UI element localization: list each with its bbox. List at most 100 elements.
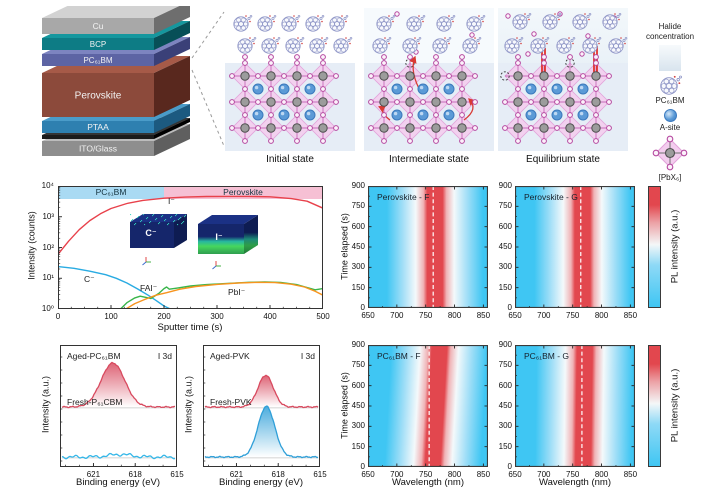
- lattice-equilibrium-state: [498, 8, 628, 151]
- a-site-icon: [663, 108, 677, 122]
- tick-label: 300: [498, 421, 512, 431]
- tof-inset-cube-c: [130, 214, 187, 248]
- tick-label: 750: [498, 201, 512, 211]
- heatmap-perovskite-f: [368, 186, 488, 308]
- device-stack-diagram: ITO/Glass PTAA Perovskite PC₆₁BM BCP Cu: [42, 6, 190, 156]
- fullerene-molecule: [530, 36, 550, 54]
- tof-curve-label-i: I⁻: [168, 196, 175, 206]
- xps-label-aged-pcbm: Aged-PC₆₁BM: [67, 351, 121, 361]
- fullerene-molecule: [333, 36, 353, 54]
- xps-panel-pvk: [203, 345, 320, 467]
- fullerene-molecule: [602, 12, 622, 30]
- heatmap-pcbm-f: [368, 345, 488, 467]
- fullerene-molecule: [608, 36, 628, 54]
- tick-label: 850: [476, 311, 491, 320]
- fullerene-molecule: [406, 14, 426, 32]
- fullerene-molecule: [572, 12, 592, 30]
- tof-region-perovskite-label: Perovskite: [223, 187, 263, 197]
- fullerene-molecule: [233, 14, 253, 32]
- tick-label: 200: [157, 312, 171, 321]
- tick-label: 150: [351, 441, 365, 451]
- heatmap-title-pvk-f: Perovskite - F: [377, 192, 430, 202]
- caption-equilibrium-state: Equilibrium state: [526, 154, 600, 165]
- tick-label: 750: [419, 311, 433, 320]
- tick-label: 615: [313, 470, 327, 479]
- tick-label: 450: [498, 242, 512, 251]
- colorbar-row1: [648, 186, 661, 308]
- tof-inset-label-c: C⁻: [145, 228, 157, 238]
- tick-label: 450: [351, 242, 365, 251]
- tick-label: 618: [271, 470, 285, 479]
- tick-label: 850: [623, 470, 638, 479]
- tick-label: 900: [498, 181, 512, 190]
- tof-curve-label-fai: FAI⁻: [140, 283, 158, 293]
- xps-y-axis-label-2: Intensity (a.u.): [183, 375, 194, 434]
- tick-label: 750: [566, 470, 580, 479]
- tick-label: 615: [170, 470, 184, 479]
- tick-label: 800: [594, 311, 609, 320]
- tof-curve-label-c: C⁻: [84, 274, 95, 284]
- tick-label: 700: [537, 470, 551, 479]
- heatmap-title-pcbm-g: PC₆₁BM - G: [524, 351, 570, 361]
- tick-label: 750: [351, 201, 365, 211]
- tof-curve-label-pbi: PbI⁻: [228, 287, 246, 297]
- tick-label: 300: [498, 262, 512, 272]
- zoom-connector-lines: [191, 11, 225, 147]
- fullerene-molecule: [376, 14, 396, 32]
- tick-label: 0: [507, 303, 512, 312]
- tick-label: 500: [316, 312, 330, 321]
- fullerene-molecule: [261, 36, 281, 54]
- svg-text:Perovskite: Perovskite: [75, 91, 122, 102]
- heatmap-x-axis-label-g: Wavelength (nm): [539, 477, 611, 488]
- tof-inset-cube-i: [198, 215, 258, 254]
- svg-text:BCP: BCP: [90, 40, 106, 49]
- tof-inset-label-i: I⁻: [215, 232, 223, 242]
- heatmap-pcbm-g: [515, 345, 635, 467]
- tick-label: 300: [351, 421, 365, 431]
- fullerene-molecule: [466, 14, 486, 32]
- lattice-intermediate-state: [364, 8, 494, 151]
- legend-asite-label: A-site: [659, 122, 681, 132]
- heatmap-title-pcbm-f: PC₆₁BM - F: [377, 351, 421, 361]
- fullerene-molecule: [285, 36, 305, 54]
- tick-label: 400: [263, 312, 277, 321]
- xps-label-fresh-pcbm: Fresh-P₆₁CBM: [67, 397, 123, 407]
- fullerene-molecule: [512, 12, 532, 30]
- xps-x-axis-label-2: Binding energy (eV): [219, 477, 303, 488]
- xps-corner-label-1: I 3d: [157, 351, 172, 361]
- xps-x-axis-label-1: Binding energy (eV): [76, 477, 160, 488]
- fullerene-molecule: [372, 36, 392, 54]
- legend: Halide concentration PC₆₁BM A-site [PbX₆…: [626, 22, 714, 183]
- tof-region-pcbm-label: PC₆₁BM: [95, 187, 127, 197]
- svg-text:PTAA: PTAA: [87, 122, 109, 132]
- tick-label: 0: [360, 462, 365, 471]
- fullerene-molecule: [436, 14, 456, 32]
- tick-label: 750: [498, 360, 512, 370]
- tick-label: 600: [498, 380, 512, 390]
- heatmap-title-pvk-g: Perovskite - G: [524, 192, 578, 202]
- tick-label: 800: [447, 311, 462, 320]
- fullerene-molecule: [309, 36, 329, 54]
- tick-label: 750: [566, 311, 580, 320]
- legend-halide-label: Halide concentration: [646, 22, 694, 41]
- colorbar-label-row1: PL intensity (a.u.): [669, 209, 681, 284]
- halide-concentration-swatch: [659, 45, 681, 71]
- tick-label: 450: [351, 401, 365, 410]
- fullerene-molecule: [504, 36, 524, 54]
- colorbar-label-row2: PL intensity (a.u.): [669, 368, 681, 443]
- fullerene-molecule: [305, 14, 325, 32]
- tick-label: 800: [594, 470, 609, 479]
- heatmap-perovskite-g: [515, 186, 635, 308]
- tick-label: 900: [351, 340, 365, 349]
- caption-intermediate-state: Intermediate state: [388, 154, 470, 165]
- legend-pbx6-label: [PbX₆]: [658, 173, 682, 182]
- tick-label: 450: [498, 401, 512, 410]
- fullerene-molecule: [432, 36, 452, 54]
- tof-sims-plot: [58, 186, 323, 309]
- caption-initial-state: Initial state: [266, 154, 314, 165]
- tick-label: 700: [390, 470, 404, 479]
- fullerene-molecule: [660, 75, 682, 95]
- tick-label: 900: [351, 181, 365, 190]
- tick-label: 10⁴: [41, 181, 54, 190]
- lattice-initial-state: [225, 14, 355, 151]
